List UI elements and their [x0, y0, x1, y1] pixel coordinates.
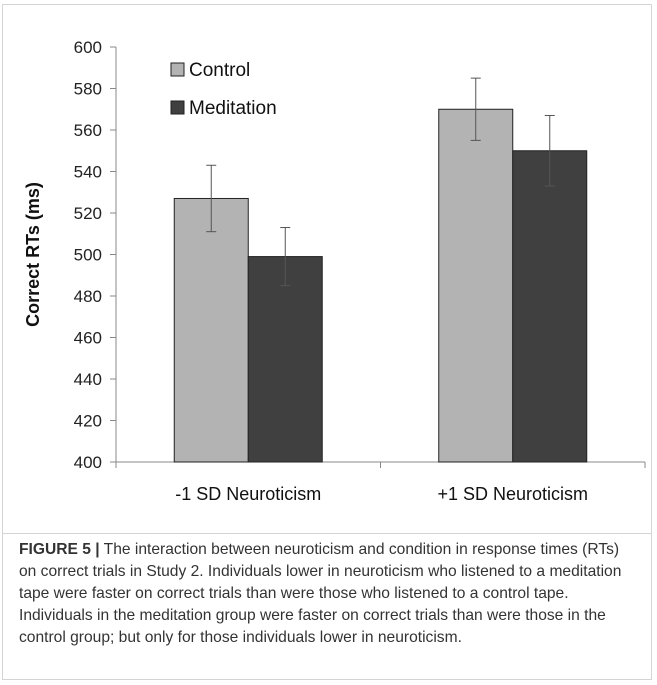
y-tick-label: 600 [74, 38, 102, 57]
x-category-label: -1 SD Neuroticism [175, 484, 321, 504]
bar-meditation-0 [247, 256, 323, 463]
x-category-label: +1 SD Neuroticism [437, 484, 588, 504]
caption-label: FIGURE 5 | [19, 541, 100, 558]
chart-svg: 400 420 440 460 480 500 520 540 560 580 600 Correct… [23, 38, 646, 504]
y-tick-label: 500 [74, 246, 102, 265]
bar-control-0 [173, 197, 249, 463]
y-tick-label: 560 [74, 121, 102, 140]
legend-label-control: Control [189, 60, 250, 81]
y-tick-label: 400 [74, 453, 102, 472]
bar-chart: 400 420 440 460 480 500 520 540 560 580 600 Correct… [3, 5, 653, 525]
bar-meditation-1 [512, 150, 588, 463]
bar-control-1 [438, 108, 514, 463]
caption-text: The interaction between neuroticism and … [19, 541, 622, 646]
y-tick-label: 440 [74, 370, 102, 389]
y-tick-label: 480 [74, 287, 102, 306]
caption-divider [3, 533, 651, 534]
figure-panel: 400 420 440 460 480 500 520 540 560 580 600 Correct… [2, 4, 652, 680]
y-tick-label: 460 [74, 329, 102, 348]
legend-swatch-control [170, 62, 185, 77]
y-tick-label: 540 [74, 163, 102, 182]
y-tick-label: 580 [74, 80, 102, 99]
legend-swatch-meditation [170, 100, 185, 115]
legend-label-meditation: Meditation [189, 98, 277, 119]
y-tick-label: 520 [74, 204, 102, 223]
y-axis-title: Correct RTs (ms) [23, 182, 43, 327]
figure-caption: FIGURE 5 | The interaction between neuro… [19, 539, 639, 649]
y-tick-label: 420 [74, 412, 102, 431]
